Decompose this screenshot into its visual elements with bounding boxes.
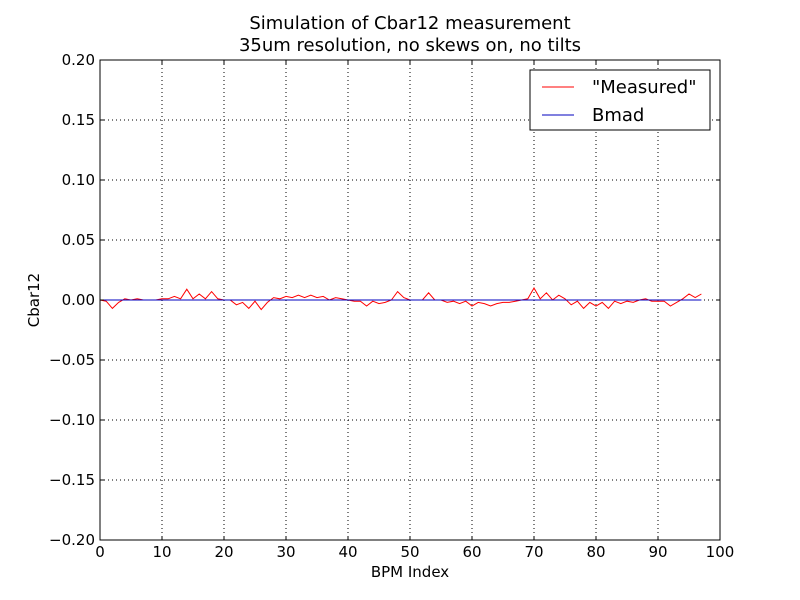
y-tick-label: 0.00 — [62, 291, 95, 309]
legend-label-measured: "Measured" — [592, 77, 696, 98]
y-tick-label: −0.10 — [49, 411, 95, 429]
x-tick-label: 80 — [586, 543, 605, 561]
x-tick-label: 40 — [338, 543, 357, 561]
y-axis-label: Cbar12 — [25, 273, 43, 327]
legend: "Measured" Bmad — [529, 69, 711, 131]
y-tick-label: 0.05 — [62, 231, 95, 249]
chart-title: Simulation of Cbar12 measurement — [249, 13, 570, 34]
x-tick-label: 50 — [400, 543, 419, 561]
y-tick-label: 0.10 — [62, 171, 95, 189]
x-tick-label: 70 — [524, 543, 543, 561]
tick-layer: 0 10 20 30 40 50 60 70 80 90 100 −0.20 −0.15 −0.10 −0.… — [49, 51, 734, 561]
x-tick-label: 100 — [706, 543, 735, 561]
y-tick-label: −0.15 — [49, 471, 95, 489]
chart-subtitle: 35um resolution, no skews on, no tilts — [239, 35, 581, 56]
series-line-measured — [99, 286, 702, 311]
legend-box — [529, 69, 711, 131]
y-tick-label: −0.05 — [49, 351, 95, 369]
series-layer — [99, 286, 702, 311]
x-tick-label: 60 — [462, 543, 481, 561]
x-tick-label: 0 — [95, 543, 105, 561]
x-tick-label: 20 — [214, 543, 233, 561]
x-axis-label: BPM Index — [371, 563, 449, 581]
y-tick-label: 0.20 — [62, 51, 95, 69]
y-tick-label: −0.20 — [49, 531, 95, 549]
x-tick-label: 10 — [152, 543, 171, 561]
legend-label-bmad: Bmad — [592, 105, 644, 126]
x-tick-label: 90 — [648, 543, 667, 561]
x-tick-label: 30 — [276, 543, 295, 561]
y-tick-label: 0.15 — [62, 111, 95, 129]
